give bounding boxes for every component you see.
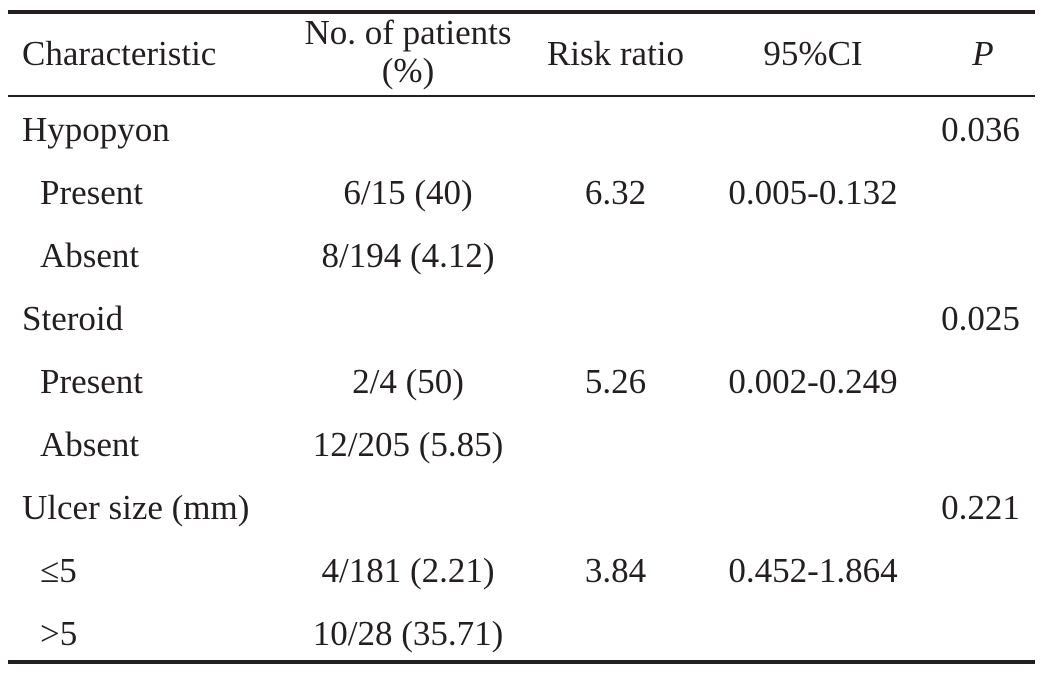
risk-factor-table: Characteristic No. of patients (%) Risk … — [8, 0, 1035, 673]
header-risk-ratio: Risk ratio — [546, 34, 685, 73]
row-patients: 8/194 (4.12) — [321, 236, 495, 275]
row-patients: 4/181 (2.21) — [321, 551, 495, 590]
row-characteristic: Present — [40, 362, 144, 401]
row-characteristic: Absent — [40, 425, 140, 464]
table-header-rule — [8, 95, 1035, 97]
row-p-value: 0.025 — [941, 299, 1020, 338]
row-characteristic: ≤5 — [40, 551, 77, 590]
row-patients: 10/28 (35.71) — [312, 614, 504, 653]
header-no-of-patients-line1: No. of patients — [304, 13, 512, 52]
row-ci: 0.005-0.132 — [728, 173, 898, 212]
header-p-value: P — [972, 34, 994, 73]
row-p-value: 0.036 — [941, 110, 1020, 149]
table-row: Absent 8/194 (4.12) — [8, 224, 1035, 287]
table-row: Absent 12/205 (5.85) — [8, 413, 1035, 476]
row-patients: 12/205 (5.85) — [312, 425, 504, 464]
row-characteristic: Ulcer size (mm) — [22, 488, 250, 527]
table-bottom-rule — [8, 660, 1035, 664]
header-95-ci: 95%CI — [763, 34, 863, 73]
header-no-of-patients: No. of patients (%) — [278, 14, 538, 90]
table-row: Present 2/4 (50) 5.26 0.002-0.249 — [8, 350, 1035, 413]
row-patients: 2/4 (50) — [352, 362, 464, 401]
table-row: Ulcer size (mm) 0.221 — [8, 476, 1035, 539]
row-characteristic: >5 — [40, 614, 78, 653]
row-ci: 0.002-0.249 — [728, 362, 898, 401]
row-risk-ratio: 3.84 — [584, 551, 647, 590]
table-top-rule — [8, 10, 1035, 14]
table-row: Steroid 0.025 — [8, 287, 1035, 350]
header-characteristic: Characteristic — [22, 34, 217, 73]
row-p-value: 0.221 — [941, 488, 1020, 527]
table-row: Present 6/15 (40) 6.32 0.005-0.132 — [8, 161, 1035, 224]
header-no-of-patients-line2: (%) — [381, 51, 435, 90]
row-characteristic: Hypopyon — [22, 110, 170, 149]
table-row: ≤5 4/181 (2.21) 3.84 0.452-1.864 — [8, 539, 1035, 602]
table-row: >5 10/28 (35.71) — [8, 602, 1035, 665]
table-row: Hypopyon 0.036 — [8, 98, 1035, 161]
row-characteristic: Present — [40, 173, 144, 212]
row-patients: 6/15 (40) — [343, 173, 473, 212]
row-characteristic: Steroid — [22, 299, 124, 338]
row-ci: 0.452-1.864 — [728, 551, 898, 590]
row-characteristic: Absent — [40, 236, 140, 275]
row-risk-ratio: 5.26 — [584, 362, 647, 401]
row-risk-ratio: 6.32 — [584, 173, 647, 212]
